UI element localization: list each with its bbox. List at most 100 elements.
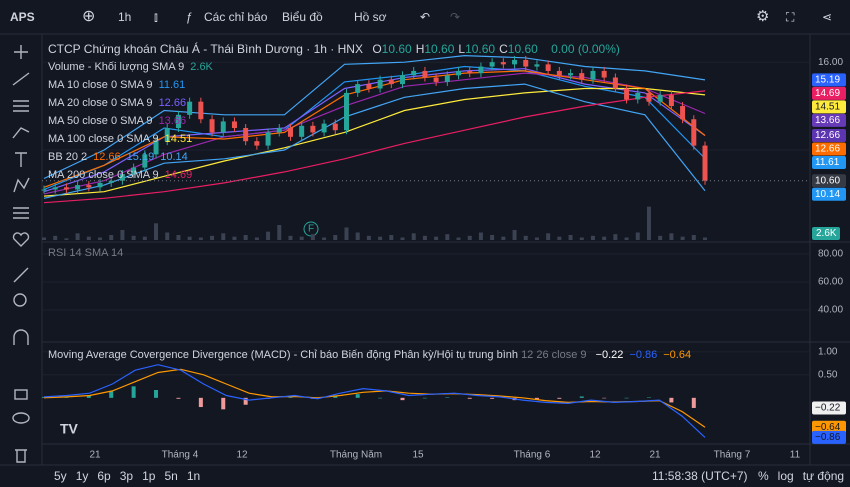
- volume-bar: [613, 234, 618, 240]
- macd-axis-label-bg: [812, 430, 846, 444]
- ohlc-key: O: [372, 42, 382, 56]
- candle-body: [624, 88, 630, 100]
- candle-body: [153, 141, 159, 155]
- trend-line-tool[interactable]: [12, 72, 30, 86]
- candle-body: [265, 132, 271, 146]
- candle-body: [388, 79, 394, 85]
- volume-bar: [658, 235, 663, 240]
- candle-body: [220, 121, 226, 133]
- candle-body: [534, 64, 540, 67]
- interval[interactable]: 1h: [118, 10, 132, 24]
- indicator-line: [43, 83, 706, 199]
- price-label-text: 14.51: [815, 102, 840, 113]
- candle-body: [187, 101, 193, 115]
- lock-tool[interactable]: [14, 389, 28, 400]
- range-button[interactable]: 1n: [186, 469, 201, 483]
- volume-bar: [333, 235, 338, 240]
- macd-histogram: [221, 397, 226, 410]
- candle-body: [119, 174, 125, 181]
- range-button[interactable]: 3p: [119, 469, 134, 483]
- legend-label: MA 10 close 0 SMA 9: [48, 79, 153, 91]
- macd-histogram: [557, 397, 562, 399]
- favorites-tool[interactable]: [12, 232, 30, 247]
- prediction-tool[interactable]: [13, 207, 29, 219]
- zoom-tool[interactable]: [13, 293, 27, 307]
- tv-logo: TV: [60, 421, 79, 437]
- macd-legend: Moving Average Covergence Divergence (MA…: [48, 349, 691, 361]
- macd-reading: −0.86: [629, 349, 658, 361]
- legend-row[interactable]: MA 20 close 0 SMA 9 12.66: [48, 94, 626, 112]
- profile[interactable]: Hồ sơ: [354, 10, 387, 24]
- macd-axis-label: −0.64: [815, 422, 841, 433]
- legend-value: 12.66: [93, 151, 121, 163]
- price-label-text: 11.61: [815, 157, 840, 168]
- ohlc-value: 10.60: [381, 42, 412, 56]
- candle-body: [377, 79, 383, 89]
- event-marker-letter: F: [308, 224, 314, 235]
- price-label: 14.69: [812, 86, 846, 100]
- volume-bar: [142, 236, 147, 240]
- legend: CTCP Chứng khoán Châu Á - Thái Bình Dươn…: [48, 40, 626, 184]
- candle-body: [512, 59, 518, 65]
- candle-body: [612, 77, 618, 89]
- delete-tool[interactable]: [15, 449, 27, 463]
- volume-bar: [546, 233, 551, 240]
- measure-tool[interactable]: [13, 267, 29, 283]
- price-label-bg: [812, 142, 846, 156]
- magnet-tool[interactable]: [13, 329, 29, 345]
- legend-value: 12.66: [158, 97, 187, 109]
- chart-style[interactable]: ⫾: [154, 10, 158, 24]
- candle-body: [668, 95, 674, 107]
- scale-option[interactable]: log: [777, 469, 794, 483]
- share[interactable]: ⋖: [822, 10, 833, 24]
- symbol[interactable]: APS: [10, 10, 35, 24]
- text-tool[interactable]: [15, 152, 27, 167]
- macd-histogram: [445, 397, 450, 398]
- legend-value: 14.69: [164, 169, 193, 181]
- range-button[interactable]: 5y: [54, 469, 67, 483]
- crosshair-tool[interactable]: [14, 45, 28, 59]
- price-label-bg: [812, 86, 846, 100]
- volume-bar: [266, 231, 271, 240]
- macd-histogram: [243, 397, 248, 405]
- undo[interactable]: ↶: [420, 10, 431, 24]
- pattern-tool[interactable]: [13, 177, 30, 193]
- range-button[interactable]: 1y: [75, 469, 89, 483]
- legend-row[interactable]: Volume - Khối lượng SMA 9 2.6K: [48, 58, 626, 76]
- price-label-bg: [812, 73, 846, 87]
- legend-header: CTCP Chứng khoán Châu Á - Thái Bình Dươn…: [48, 40, 626, 58]
- volume-bar: [434, 236, 439, 240]
- scale-option[interactable]: tự động: [802, 469, 845, 483]
- brush-tool[interactable]: [12, 127, 30, 139]
- fullscreen[interactable]: ⛶: [786, 10, 795, 24]
- legend-row[interactable]: MA 10 close 0 SMA 9 11.61: [48, 76, 626, 94]
- range-button[interactable]: 5n: [164, 469, 178, 483]
- legend-row[interactable]: BB 20 2 12.66 15.19 10.14: [48, 148, 626, 166]
- macd-reading: −0.22: [595, 349, 624, 361]
- volume-bar: [53, 235, 58, 240]
- volume-bar: [299, 236, 304, 240]
- range-button[interactable]: 6p: [97, 469, 111, 483]
- macd-histogram: [176, 397, 181, 399]
- volume-bar: [467, 235, 472, 240]
- visibility-tool[interactable]: [12, 412, 30, 424]
- fib-tool[interactable]: [13, 100, 29, 112]
- add-symbol[interactable]: ⊕: [82, 8, 96, 25]
- macd-axis-label-bg: [812, 401, 846, 415]
- chart-menu[interactable]: Biểu đồ: [282, 10, 323, 24]
- macd-histogram: [422, 397, 427, 399]
- candle-body: [131, 167, 137, 175]
- scale-option[interactable]: %: [758, 469, 769, 483]
- settings[interactable]: ⚙: [756, 8, 770, 25]
- range-button[interactable]: 1p: [142, 469, 156, 483]
- price-label-bg: [812, 128, 846, 142]
- ohlc-value: 10.60: [465, 42, 496, 56]
- legend-row[interactable]: MA 200 close 0 SMA 9 14.69: [48, 166, 626, 184]
- ohlc-key: L: [458, 42, 466, 56]
- legend-row[interactable]: MA 50 close 0 SMA 9 13.66: [48, 112, 626, 130]
- price-label-text: 12.66: [815, 130, 840, 141]
- legend-row[interactable]: MA 100 close 0 SMA 9 14.51: [48, 130, 626, 148]
- indicators[interactable]: Các chỉ báo: [204, 10, 268, 24]
- redo[interactable]: ↷: [450, 10, 461, 24]
- candle-body: [691, 119, 697, 146]
